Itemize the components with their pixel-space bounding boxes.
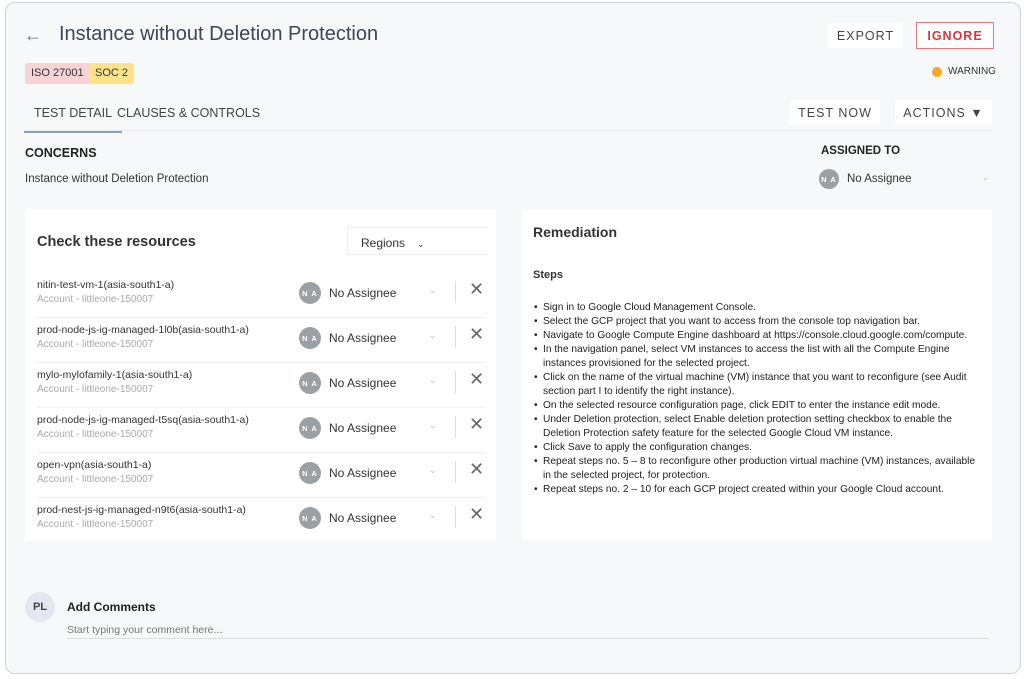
avatar: N A xyxy=(819,169,839,189)
avatar: N A xyxy=(299,507,321,529)
resource-name: prod-node-js-ig-managed-1l0b(asia-south1… xyxy=(37,324,249,336)
remediation-card: Remediation Steps Sign in to Google Clou… xyxy=(522,209,992,541)
resource-account: Account - littleone-150007 xyxy=(37,474,154,485)
chevron-down-icon[interactable]: ⌄ xyxy=(429,510,437,520)
test-now-button[interactable]: TEST NOW xyxy=(790,100,880,125)
comment-input[interactable] xyxy=(67,621,989,639)
tab-test-detail[interactable]: TEST DETAIL xyxy=(24,106,123,133)
step-item: Navigate to Google Compute Engine dashbo… xyxy=(534,329,984,343)
resources-title: Check these resources xyxy=(37,234,196,250)
comments-heading: Add Comments xyxy=(67,600,156,614)
resource-account: Account - littleone-150007 xyxy=(37,339,154,350)
assigned-heading: ASSIGNED TO xyxy=(821,145,901,157)
status-badge: WARNING xyxy=(948,66,996,77)
resource-account: Account - littleone-150007 xyxy=(37,429,154,440)
step-item: Click on the name of the virtual machine… xyxy=(534,371,984,399)
tag-soc: SOC 2 xyxy=(89,63,135,84)
chevron-down-icon[interactable]: ⌄ xyxy=(429,375,437,385)
resource-row: open-vpn(asia-south1-a) Account - little… xyxy=(37,453,485,498)
chevron-down-icon[interactable]: ⌄ xyxy=(982,173,989,182)
step-item: Under Deletion protection, select Enable… xyxy=(534,413,984,441)
resource-account: Account - littleone-150007 xyxy=(37,294,154,305)
avatar: N A xyxy=(299,282,321,304)
avatar: PL xyxy=(25,592,55,622)
resource-name: prod-nest-js-ig-managed-n9t6(asia-south1… xyxy=(37,504,246,516)
resource-row: prod-node-js-ig-managed-1l0b(asia-south1… xyxy=(37,318,485,363)
step-item: Repeat steps no. 5 – 8 to reconfigure ot… xyxy=(534,455,984,483)
avatar: N A xyxy=(299,417,321,439)
page: ← Instance without Deletion Protection I… xyxy=(5,2,1021,674)
chevron-down-icon[interactable]: ⌄ xyxy=(429,465,437,475)
resources-card: Check these resources Regions ⌄ nitin-tes… xyxy=(25,209,496,541)
resource-name: mylo-mylofamily-1(asia-south1-a) xyxy=(37,369,193,381)
close-icon[interactable]: ✕ xyxy=(469,414,485,434)
chevron-down-icon[interactable]: ⌄ xyxy=(429,330,437,340)
assignee-dropdown[interactable]: No Assignee xyxy=(329,511,397,525)
chevron-down-icon: ⌄ xyxy=(417,239,425,249)
ignore-button[interactable]: IGNORE xyxy=(916,22,994,49)
step-item: In the navigation panel, select VM insta… xyxy=(534,343,984,371)
assignee-dropdown[interactable]: No Assignee xyxy=(329,466,397,480)
avatar: N A xyxy=(299,327,321,349)
concerns-text: Instance without Deletion Protection xyxy=(25,173,209,185)
close-icon[interactable]: ✕ xyxy=(469,279,485,299)
resource-name: open-vpn(asia-south1-a) xyxy=(37,459,152,471)
concerns-heading: CONCERNS xyxy=(25,146,97,160)
steps-heading: Steps xyxy=(533,269,563,281)
resource-row: mylo-mylofamily-1(asia-south1-a) Account… xyxy=(37,363,485,408)
divider xyxy=(455,506,456,528)
resource-row: prod-node-js-ig-managed-t5sq(asia-south1… xyxy=(37,408,485,453)
steps-list: Sign in to Google Cloud Management Conso… xyxy=(534,301,984,497)
avatar: N A xyxy=(299,372,321,394)
export-button[interactable]: EXPORT xyxy=(828,23,903,48)
remediation-title: Remediation xyxy=(533,224,618,240)
assignee-dropdown[interactable]: No Assignee xyxy=(329,286,397,300)
chevron-down-icon[interactable]: ⌄ xyxy=(429,285,437,295)
assignee-dropdown[interactable]: No Assignee xyxy=(329,421,397,435)
close-icon[interactable]: ✕ xyxy=(469,459,485,479)
warning-dot-icon xyxy=(932,67,942,77)
regions-label: Regions xyxy=(361,236,406,250)
step-item: Sign in to Google Cloud Management Conso… xyxy=(534,301,984,315)
tab-bar: TEST DETAIL CLAUSES & CONTROLS xyxy=(24,98,992,133)
actions-button[interactable]: ACTIONS ▼ xyxy=(895,100,992,125)
step-item: On the selected resource configuration p… xyxy=(534,399,984,413)
close-icon[interactable]: ✕ xyxy=(469,504,485,524)
resource-name: prod-node-js-ig-managed-t5sq(asia-south1… xyxy=(37,414,249,426)
divider xyxy=(455,326,456,348)
divider xyxy=(455,461,456,483)
tab-clauses-controls[interactable]: CLAUSES & CONTROLS xyxy=(117,106,261,120)
tag-iso: ISO 27001 xyxy=(25,63,90,84)
resource-account: Account - littleone-150007 xyxy=(37,384,154,395)
close-icon[interactable]: ✕ xyxy=(469,369,485,389)
step-item: Click Save to apply the configuration ch… xyxy=(534,441,984,455)
assignee-dropdown[interactable]: No Assignee xyxy=(329,331,397,345)
resource-name: nitin-test-vm-1(asia-south1-a) xyxy=(37,279,175,291)
step-item: Select the GCP project that you want to … xyxy=(534,315,984,329)
resource-row: prod-nest-js-ig-managed-n9t6(asia-south1… xyxy=(37,498,485,541)
assignee-dropdown[interactable]: No Assignee xyxy=(847,173,912,185)
resource-account: Account - littleone-150007 xyxy=(37,519,154,530)
divider xyxy=(455,281,456,303)
resource-row: nitin-test-vm-1(asia-south1-a) Account -… xyxy=(37,273,485,318)
chevron-down-icon[interactable]: ⌄ xyxy=(429,420,437,430)
divider xyxy=(455,371,456,393)
close-icon[interactable]: ✕ xyxy=(469,324,485,344)
assignee-dropdown[interactable]: No Assignee xyxy=(329,376,397,390)
back-arrow-icon[interactable]: ← xyxy=(24,25,42,45)
avatar: N A xyxy=(299,462,321,484)
divider xyxy=(455,416,456,438)
page-title: Instance without Deletion Protection xyxy=(59,23,379,45)
step-item: Repeat steps no. 2 – 10 for each GCP pro… xyxy=(534,483,984,497)
regions-filter[interactable]: Regions ⌄ xyxy=(347,227,487,255)
